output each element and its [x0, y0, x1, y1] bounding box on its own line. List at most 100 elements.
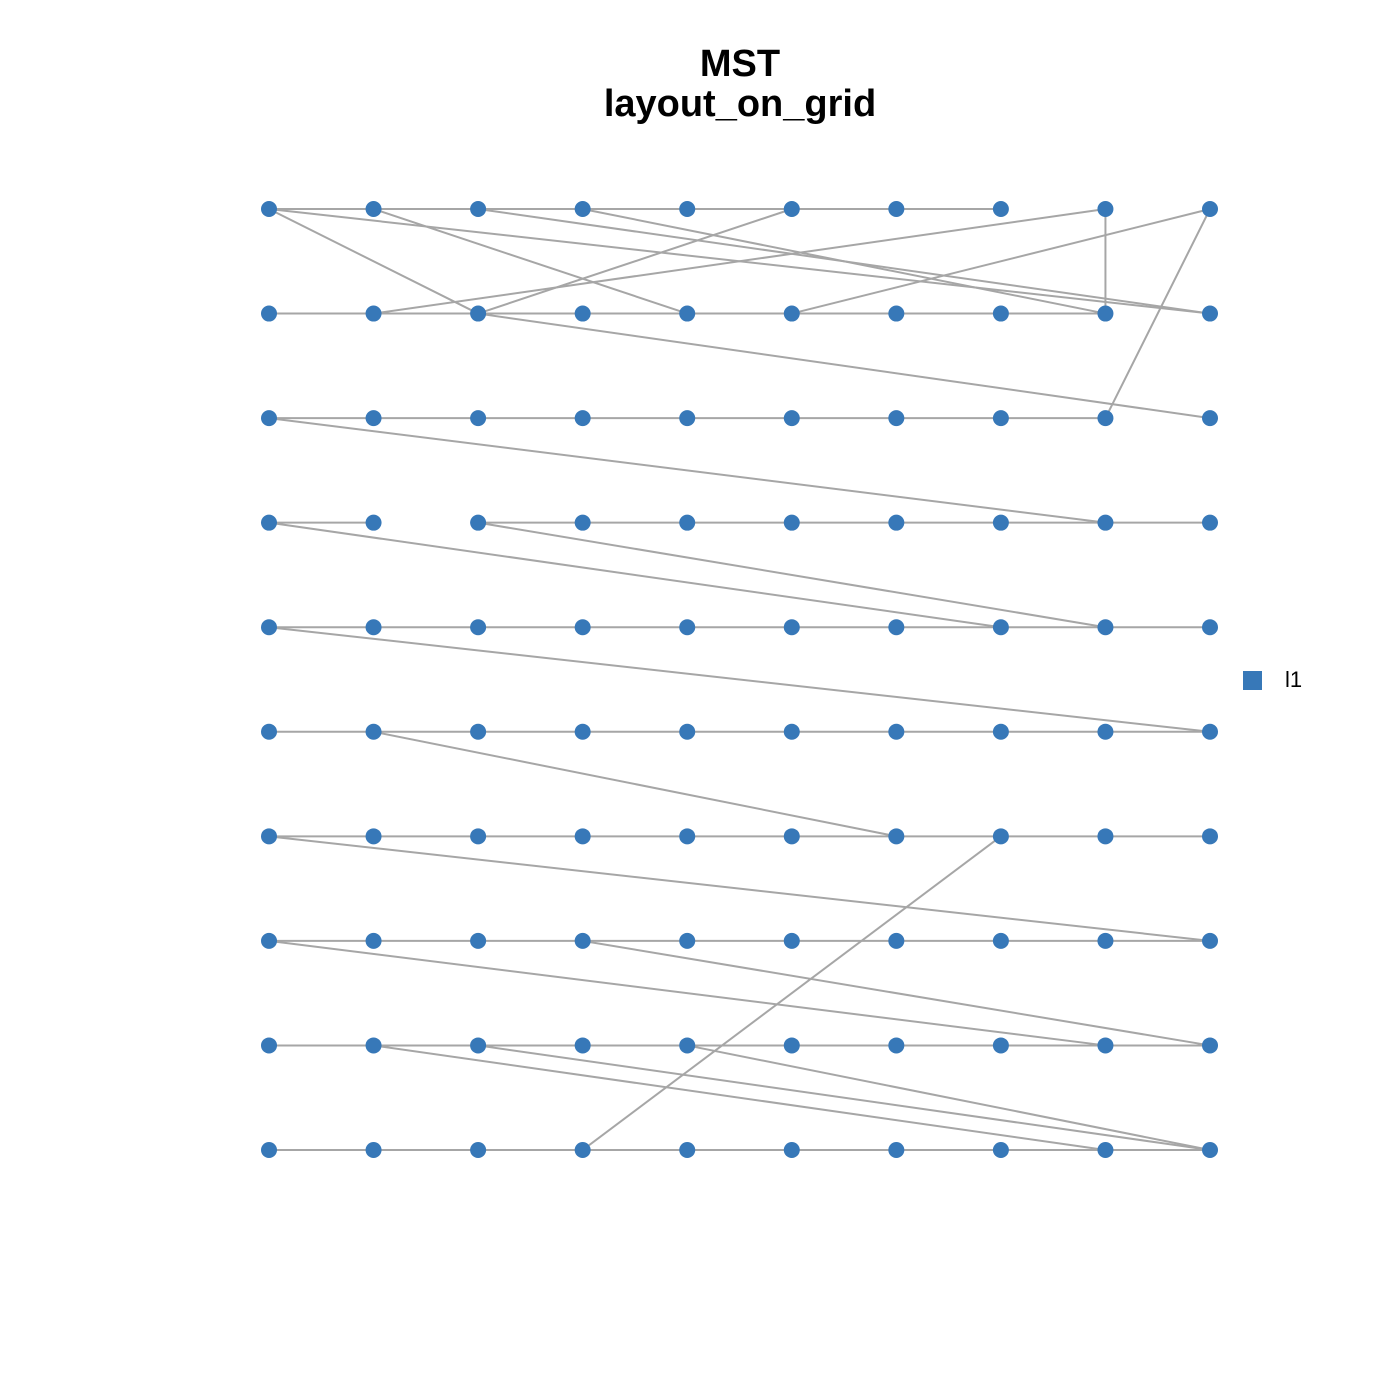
node [1097, 619, 1114, 636]
node [365, 828, 382, 845]
node [888, 1037, 905, 1054]
legend-label: l1 [1285, 667, 1302, 692]
node [365, 932, 382, 949]
edge [373, 730, 897, 838]
node [783, 305, 800, 322]
node [1202, 1142, 1218, 1158]
node [1097, 1037, 1114, 1054]
node [470, 410, 487, 427]
node [679, 723, 696, 740]
node [888, 1142, 905, 1158]
node [992, 723, 1009, 740]
edge [582, 939, 1211, 1047]
node [365, 619, 382, 636]
title-line: layout_on_grid [604, 83, 876, 125]
node [679, 932, 696, 949]
node [1097, 932, 1114, 949]
node [1202, 410, 1218, 427]
edge [582, 208, 1106, 315]
edge [268, 626, 1211, 733]
node [365, 1142, 382, 1158]
node [888, 201, 905, 217]
node [783, 514, 800, 531]
node [261, 410, 277, 427]
node [574, 828, 591, 845]
edge [268, 939, 1106, 1047]
node [470, 828, 487, 845]
node [261, 619, 277, 636]
node [574, 514, 591, 531]
node [261, 305, 277, 322]
node [1202, 1037, 1218, 1054]
node [470, 619, 487, 636]
edge [1104, 208, 1211, 419]
node [888, 619, 905, 636]
node [261, 828, 277, 845]
node [1202, 723, 1218, 740]
legend-swatch [1243, 671, 1262, 690]
title-line: MST [700, 43, 780, 85]
node [261, 201, 277, 217]
node [783, 1037, 800, 1054]
node [261, 932, 277, 949]
node [574, 619, 591, 636]
node [992, 201, 1009, 217]
edge [268, 208, 479, 315]
node [365, 1037, 382, 1054]
edge [477, 1044, 1211, 1151]
node [992, 932, 1009, 949]
edge [477, 521, 1106, 629]
edge [687, 1044, 1211, 1151]
edge [373, 208, 688, 315]
node [679, 828, 696, 845]
node [783, 828, 800, 845]
edge [582, 835, 1002, 1151]
node [365, 723, 382, 740]
node [783, 1142, 800, 1158]
node [1202, 514, 1218, 531]
node [679, 619, 696, 636]
node [470, 932, 487, 949]
node [470, 1142, 487, 1158]
node [992, 619, 1009, 636]
node [1097, 723, 1114, 740]
edge [477, 312, 1211, 420]
node [574, 1142, 591, 1158]
node [783, 201, 800, 217]
node [888, 410, 905, 427]
edge [373, 1044, 1106, 1151]
edge [791, 208, 1211, 315]
node [783, 410, 800, 427]
node [1202, 305, 1218, 322]
node [365, 410, 382, 427]
node [888, 932, 905, 949]
node [888, 305, 905, 322]
node [992, 514, 1009, 531]
node [1097, 1142, 1114, 1158]
node [574, 410, 591, 427]
node [992, 1142, 1009, 1158]
node [261, 1037, 277, 1054]
edge [268, 417, 1106, 524]
node [261, 723, 277, 740]
node [1202, 619, 1218, 636]
node [888, 828, 905, 845]
edge [268, 835, 1211, 942]
node [783, 619, 800, 636]
node [1097, 201, 1114, 217]
node [679, 305, 696, 322]
node [470, 201, 487, 217]
node [1202, 828, 1218, 845]
node [1097, 305, 1114, 322]
node [574, 305, 591, 322]
node [992, 305, 1009, 322]
node [365, 514, 382, 531]
node [679, 1037, 696, 1054]
edge [477, 208, 793, 315]
node [574, 723, 591, 740]
node [261, 1142, 277, 1158]
node [365, 305, 382, 322]
node [992, 1037, 1009, 1054]
